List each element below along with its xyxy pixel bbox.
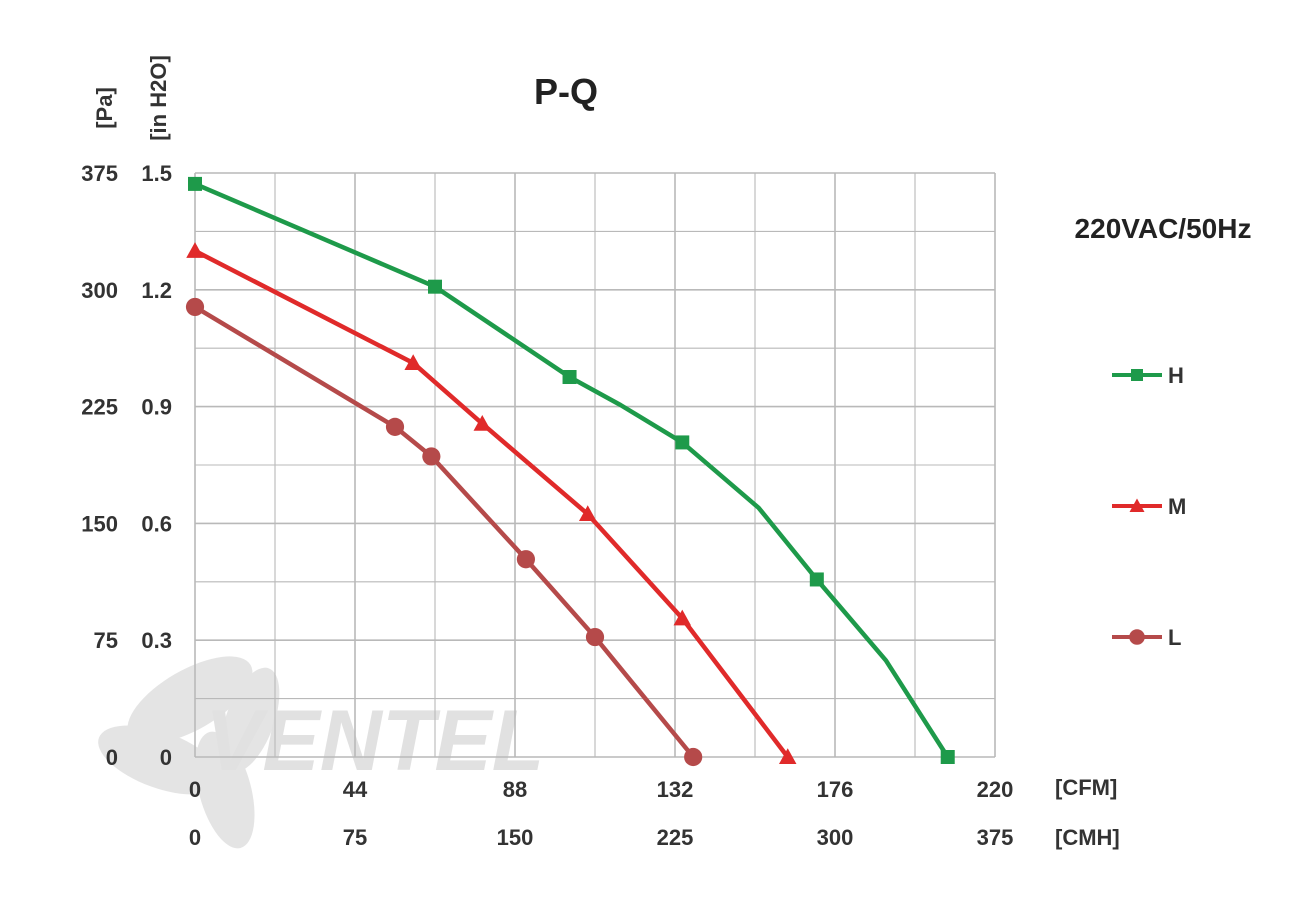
tick-labels: 0 44 88 132 176 220 0 75 150 225 300 375 0 75 150 225 30… — [81, 161, 1013, 850]
legend-label: M — [1168, 494, 1186, 519]
y-tick-label-pa: 225 — [81, 395, 118, 420]
series-L — [185, 297, 703, 767]
x-tick-label-cmh: 75 — [343, 825, 367, 850]
y-tick-label-inh2o: 0.6 — [141, 511, 172, 536]
data-point-L — [585, 627, 605, 647]
x-tick-label-cfm: 176 — [817, 777, 854, 802]
legend: H M L — [1112, 363, 1186, 650]
series-layer — [185, 176, 955, 767]
x-tick-label-cfm: 88 — [503, 777, 527, 802]
x-axis-unit-cmh: [CMH] — [1055, 825, 1120, 850]
legend-item-H: H — [1112, 363, 1184, 388]
x-tick-label-cmh: 375 — [977, 825, 1014, 850]
y-tick-label-inh2o: 0.3 — [141, 628, 172, 653]
watermark-text: VENTEL — [205, 693, 544, 789]
y-axis-unit-inh2o: [in H2O] — [146, 55, 171, 141]
y-tick-label-inh2o: 1.5 — [141, 161, 172, 186]
y-tick-label-inh2o: 1.2 — [141, 278, 172, 303]
x-tick-label-cfm: 132 — [657, 777, 694, 802]
legend-item-M: M — [1112, 494, 1186, 519]
data-point-L — [516, 550, 536, 569]
data-point-H — [188, 176, 202, 191]
y-tick-label-pa: 75 — [94, 628, 118, 653]
data-point-H — [562, 370, 577, 385]
x-tick-label-cfm: 220 — [977, 777, 1014, 802]
chart-title: P-Q — [534, 71, 598, 112]
watermark: VENTEL — [98, 656, 544, 849]
series-line-L — [192, 304, 696, 760]
data-point-H — [428, 279, 442, 294]
fan-logo-icon — [98, 656, 280, 849]
y-tick-label-pa: 300 — [81, 278, 118, 303]
y-tick-label-pa: 375 — [81, 161, 118, 186]
y-axis-unit-pa: [Pa] — [92, 87, 117, 129]
legend-marker-L — [1129, 629, 1145, 645]
data-point-L — [385, 417, 405, 436]
data-point-M — [778, 748, 797, 764]
data-point-L — [684, 747, 703, 767]
legend-marker-H — [1131, 369, 1143, 381]
series-M — [186, 242, 797, 764]
supply-annotation: 220VAC/50Hz — [1075, 213, 1252, 244]
legend-item-L: L — [1112, 625, 1181, 650]
x-tick-label-cfm: 44 — [343, 777, 368, 802]
x-axis-unit-cfm: [CFM] — [1055, 775, 1117, 800]
legend-label: L — [1168, 625, 1181, 650]
data-point-H — [809, 572, 824, 587]
x-tick-label-cmh: 225 — [657, 825, 694, 850]
x-tick-label-cmh: 300 — [817, 825, 854, 850]
y-tick-label-inh2o: 0 — [160, 745, 172, 770]
data-point-H — [675, 435, 690, 450]
data-point-M — [473, 414, 492, 431]
data-point-L — [185, 297, 205, 317]
y-tick-label-pa: 150 — [81, 511, 118, 536]
x-tick-label-cmh: 150 — [497, 825, 534, 850]
x-tick-label-cfm: 0 — [189, 777, 201, 802]
series-H — [188, 176, 955, 764]
y-tick-label-inh2o: 0.9 — [141, 395, 172, 420]
x-tick-label-cmh: 0 — [189, 825, 201, 850]
grid — [194, 172, 996, 758]
data-point-M — [186, 242, 204, 258]
y-tick-label-pa: 0 — [106, 745, 118, 770]
legend-marker-M — [1129, 498, 1145, 512]
data-point-H — [940, 750, 955, 764]
data-point-L — [422, 447, 441, 466]
data-point-M — [673, 609, 692, 626]
series-line-M — [192, 248, 790, 760]
data-point-M — [404, 354, 422, 370]
data-point-M — [578, 505, 597, 522]
legend-label: H — [1168, 363, 1184, 388]
